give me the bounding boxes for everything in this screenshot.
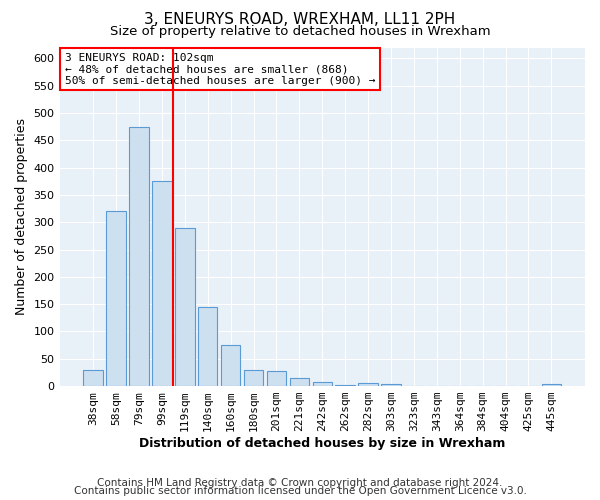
Bar <box>358 384 378 386</box>
Bar <box>152 182 172 386</box>
X-axis label: Distribution of detached houses by size in Wrexham: Distribution of detached houses by size … <box>139 437 505 450</box>
Bar <box>175 228 194 386</box>
Text: 3 ENEURYS ROAD: 102sqm
← 48% of detached houses are smaller (868)
50% of semi-de: 3 ENEURYS ROAD: 102sqm ← 48% of detached… <box>65 52 375 86</box>
Bar <box>106 212 126 386</box>
Text: Contains HM Land Registry data © Crown copyright and database right 2024.: Contains HM Land Registry data © Crown c… <box>97 478 503 488</box>
Bar <box>129 126 149 386</box>
Bar <box>290 378 309 386</box>
Bar <box>313 382 332 386</box>
Bar <box>244 370 263 386</box>
Bar <box>267 371 286 386</box>
Bar <box>198 307 217 386</box>
Text: Size of property relative to detached houses in Wrexham: Size of property relative to detached ho… <box>110 25 490 38</box>
Bar <box>83 370 103 386</box>
Text: 3, ENEURYS ROAD, WREXHAM, LL11 2PH: 3, ENEURYS ROAD, WREXHAM, LL11 2PH <box>145 12 455 28</box>
Bar <box>335 385 355 386</box>
Bar <box>221 345 241 386</box>
Bar <box>381 384 401 386</box>
Text: Contains public sector information licensed under the Open Government Licence v3: Contains public sector information licen… <box>74 486 526 496</box>
Bar <box>542 384 561 386</box>
Y-axis label: Number of detached properties: Number of detached properties <box>15 118 28 316</box>
